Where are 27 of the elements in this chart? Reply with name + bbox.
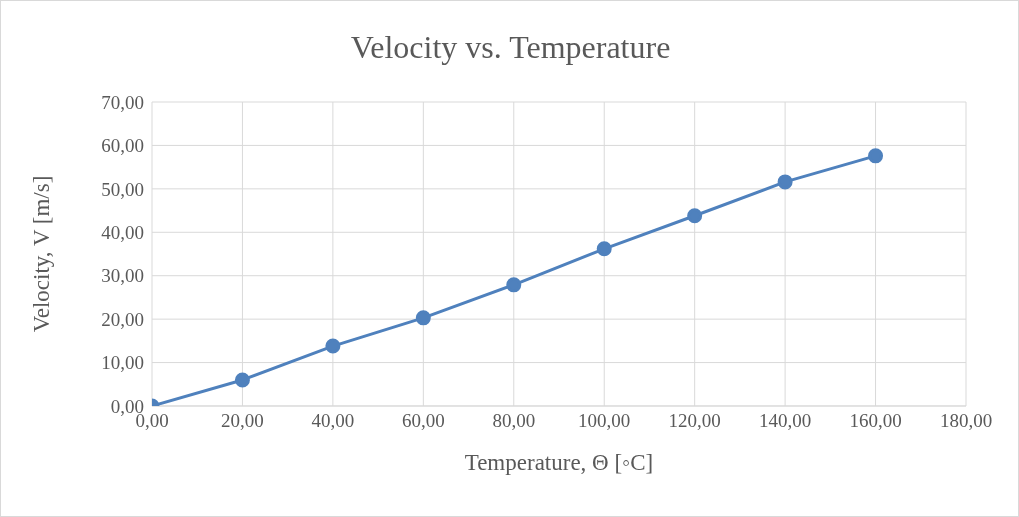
x-tick-label: 140,00 <box>758 410 812 432</box>
point <box>596 241 612 257</box>
y-tick-label: 30,00 <box>101 265 144 287</box>
point <box>868 148 884 164</box>
x-tick-label: 20,00 <box>221 410 264 432</box>
point <box>234 372 250 388</box>
y-tick-label: 20,00 <box>101 308 144 330</box>
point <box>415 310 431 326</box>
y-tick-label: 70,00 <box>101 91 144 113</box>
point <box>777 174 793 190</box>
x-tick-label: 100,00 <box>578 410 631 432</box>
y-tick-label: 50,00 <box>101 178 144 200</box>
y-tick-label: 10,00 <box>101 352 144 374</box>
x-tick-label: 160,00 <box>849 410 902 432</box>
point <box>687 208 703 224</box>
x-tick-label: 120,00 <box>668 410 721 432</box>
x-tick-label: 180,00 <box>939 410 993 432</box>
chart-title: Velocity vs. Temperature <box>349 29 672 66</box>
x-tick-label: 60,00 <box>401 410 445 432</box>
y-axis-title: Velocity, V [m/s] <box>29 175 55 333</box>
x-tick-label: 80,00 <box>492 410 536 432</box>
x-tick-label: 40,00 <box>311 410 355 432</box>
point <box>506 277 522 293</box>
y-tick-label: 60,00 <box>101 135 144 157</box>
x-axis-title: Temperature, Θ [◦C] <box>464 450 654 475</box>
point <box>325 338 341 354</box>
y-tick-label: 40,00 <box>101 222 144 244</box>
